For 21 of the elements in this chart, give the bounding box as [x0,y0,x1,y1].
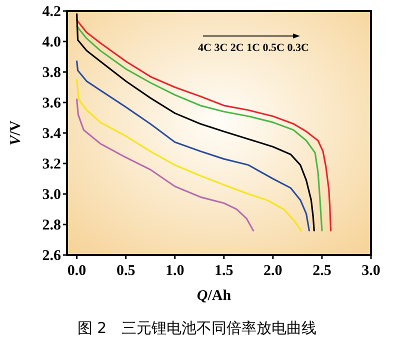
x-tick-label: 0.0 [67,263,86,279]
x-tick-label: 2.5 [312,263,332,279]
y-tick-label: 2.8 [42,218,61,234]
x-tick-label: 3.0 [362,263,380,279]
y-tick-label: 3.6 [42,96,62,112]
y-tick-label: 3.0 [42,187,61,203]
y-tick-label: 3.8 [42,65,61,81]
annotation: 4C 3C 2C 1C 0.5C 0.3C [198,42,309,54]
y-tick-label: 2.6 [42,248,62,264]
y-tick-label: 4.2 [42,4,61,20]
x-tick-label: 2.0 [264,263,282,279]
text: 图 2 三元锂电池不同倍率放电曲线 [77,319,317,337]
x-tick-label: 1.5 [214,263,234,279]
y-axis-title: V/V [8,120,24,146]
x-tick-label: 1.0 [165,263,184,279]
y-tick-label: 3.2 [42,156,61,172]
x-tick-label: 0.5 [116,263,136,279]
x-axis-title: Q/Ah [196,288,232,304]
y-tick-label: 3.4 [42,126,62,142]
line-series [76,98,254,232]
y-tick-label: 4.0 [42,34,61,50]
